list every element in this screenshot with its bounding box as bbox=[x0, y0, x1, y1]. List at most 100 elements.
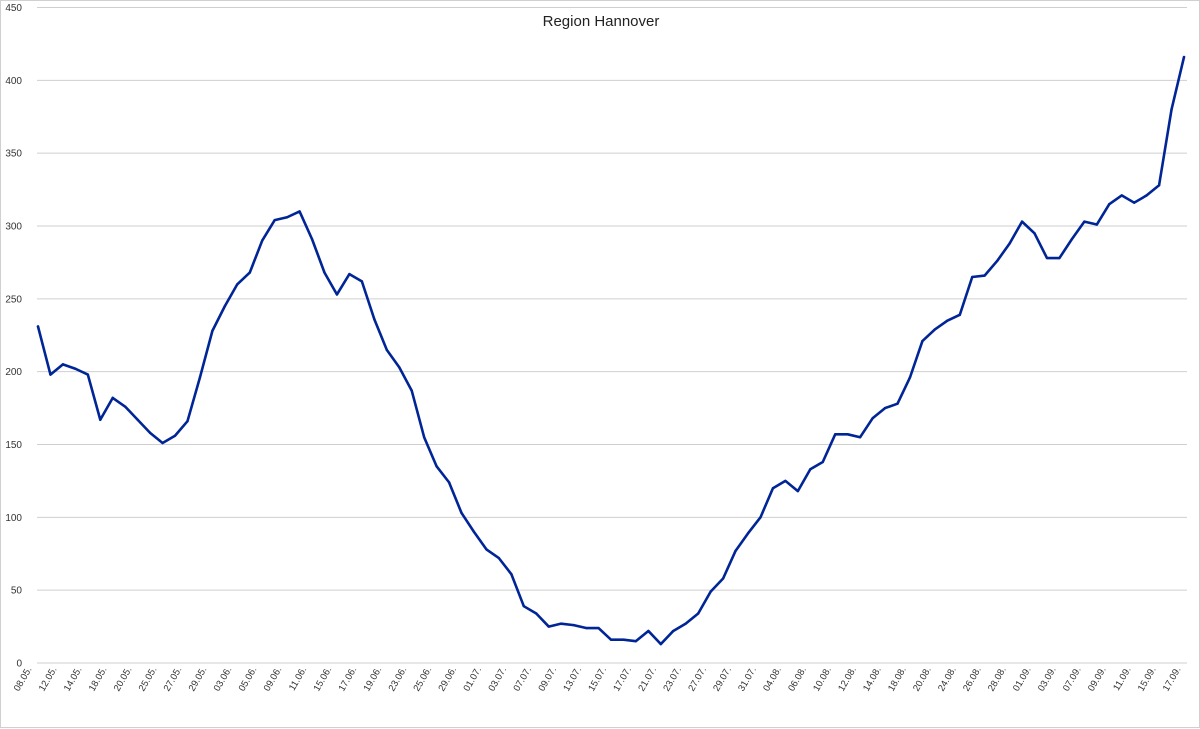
data-point bbox=[99, 418, 102, 421]
data-point bbox=[1120, 194, 1123, 197]
data-point bbox=[61, 363, 65, 366]
data-point bbox=[1020, 220, 1024, 223]
data-point bbox=[1170, 108, 1173, 111]
x-tick-label: 23.07. bbox=[661, 665, 684, 693]
data-point bbox=[248, 271, 251, 274]
data-point bbox=[173, 434, 177, 437]
y-tick-label: 450 bbox=[5, 3, 22, 14]
x-tick-label: 25.06. bbox=[412, 665, 435, 693]
x-tick-label: 11.06. bbox=[287, 665, 309, 693]
data-point bbox=[123, 405, 127, 408]
data-point bbox=[796, 489, 800, 493]
data-point bbox=[809, 468, 812, 471]
x-tick-label: 05.06. bbox=[237, 665, 260, 693]
data-point bbox=[273, 218, 276, 222]
x-tick-label: 07.07. bbox=[511, 665, 534, 693]
data-point bbox=[858, 436, 862, 439]
data-point bbox=[535, 612, 538, 615]
data-point bbox=[647, 629, 650, 633]
data-point bbox=[323, 271, 326, 274]
y-tick-label: 200 bbox=[5, 367, 22, 378]
x-tick-label: 12.05. bbox=[37, 665, 60, 693]
data-point bbox=[921, 339, 924, 343]
data-point bbox=[622, 638, 625, 641]
data-point bbox=[547, 625, 550, 628]
x-tick-label: 29.06. bbox=[436, 665, 459, 693]
data-point bbox=[422, 436, 426, 439]
data-point bbox=[933, 328, 937, 331]
data-point bbox=[298, 210, 301, 213]
data-point bbox=[335, 293, 339, 296]
y-tick-label: 400 bbox=[5, 76, 22, 87]
x-tick-label: 08.05. bbox=[12, 665, 35, 693]
data-point bbox=[983, 274, 986, 277]
data-point bbox=[1070, 237, 1074, 241]
data-point bbox=[410, 389, 413, 392]
x-tick-label: 24.08. bbox=[936, 665, 959, 693]
data-point bbox=[211, 329, 214, 333]
data-point bbox=[1132, 201, 1136, 204]
x-tick-label: 03.07. bbox=[486, 665, 509, 693]
data-point bbox=[871, 417, 874, 420]
series-line bbox=[36, 55, 1186, 646]
y-tick-label: 150 bbox=[5, 440, 22, 451]
data-point bbox=[485, 548, 488, 551]
data-point bbox=[1157, 184, 1161, 187]
x-tick-label: 27.07. bbox=[686, 665, 709, 693]
data-point bbox=[497, 556, 501, 560]
data-point bbox=[609, 638, 613, 641]
data-point bbox=[846, 433, 849, 436]
x-tick-label: 27.05. bbox=[162, 665, 185, 693]
x-tick-label: 17.09. bbox=[1161, 665, 1184, 693]
data-point bbox=[746, 532, 750, 535]
data-point bbox=[1008, 242, 1011, 245]
data-point bbox=[447, 481, 451, 484]
y-tick-label: 250 bbox=[5, 294, 22, 305]
x-tick-label: 14.08. bbox=[861, 665, 884, 693]
data-point bbox=[721, 577, 725, 580]
data-point bbox=[597, 626, 600, 630]
data-point bbox=[36, 325, 40, 328]
x-tick-label: 09.07. bbox=[536, 665, 559, 693]
x-tick-label: 23.06. bbox=[387, 665, 410, 693]
data-point bbox=[759, 516, 762, 519]
data-point bbox=[634, 639, 638, 643]
x-tick-label: 03.06. bbox=[212, 665, 235, 693]
x-tick-label: 18.05. bbox=[87, 665, 110, 693]
data-point bbox=[186, 419, 189, 423]
data-point bbox=[734, 549, 737, 553]
data-points bbox=[36, 55, 1186, 646]
y-axis-tick-labels: 0 50 100 150 200 250 300 350 400 450 bbox=[5, 3, 22, 670]
data-point bbox=[1182, 55, 1186, 59]
data-point bbox=[572, 623, 575, 627]
data-point bbox=[696, 612, 700, 615]
data-point bbox=[111, 396, 114, 400]
x-tick-label: 20.05. bbox=[112, 665, 135, 693]
data-point bbox=[49, 373, 52, 376]
data-point bbox=[398, 366, 401, 369]
data-point bbox=[1083, 220, 1086, 223]
data-point bbox=[946, 319, 949, 322]
x-tick-label: 21.07. bbox=[636, 665, 659, 693]
x-tick-label: 14.05. bbox=[62, 665, 85, 693]
data-point bbox=[958, 313, 961, 317]
data-point bbox=[672, 629, 675, 633]
x-tick-label: 17.06. bbox=[337, 665, 360, 693]
data-point bbox=[385, 348, 388, 352]
y-tick-label: 100 bbox=[5, 513, 22, 524]
y-tick-label: 50 bbox=[11, 586, 23, 597]
data-point bbox=[896, 402, 899, 405]
x-tick-label: 29.07. bbox=[711, 665, 734, 693]
data-point bbox=[559, 622, 563, 625]
y-tick-label: 300 bbox=[5, 222, 22, 233]
gridlines bbox=[37, 7, 1187, 664]
data-point bbox=[373, 318, 376, 321]
x-tick-label: 25.05. bbox=[137, 665, 160, 693]
data-point bbox=[834, 433, 837, 436]
x-tick-label: 15.09. bbox=[1136, 665, 1159, 693]
data-point bbox=[1095, 223, 1099, 226]
data-point bbox=[348, 272, 351, 276]
data-point bbox=[148, 431, 152, 435]
x-tick-label: 03.09. bbox=[1036, 665, 1059, 693]
